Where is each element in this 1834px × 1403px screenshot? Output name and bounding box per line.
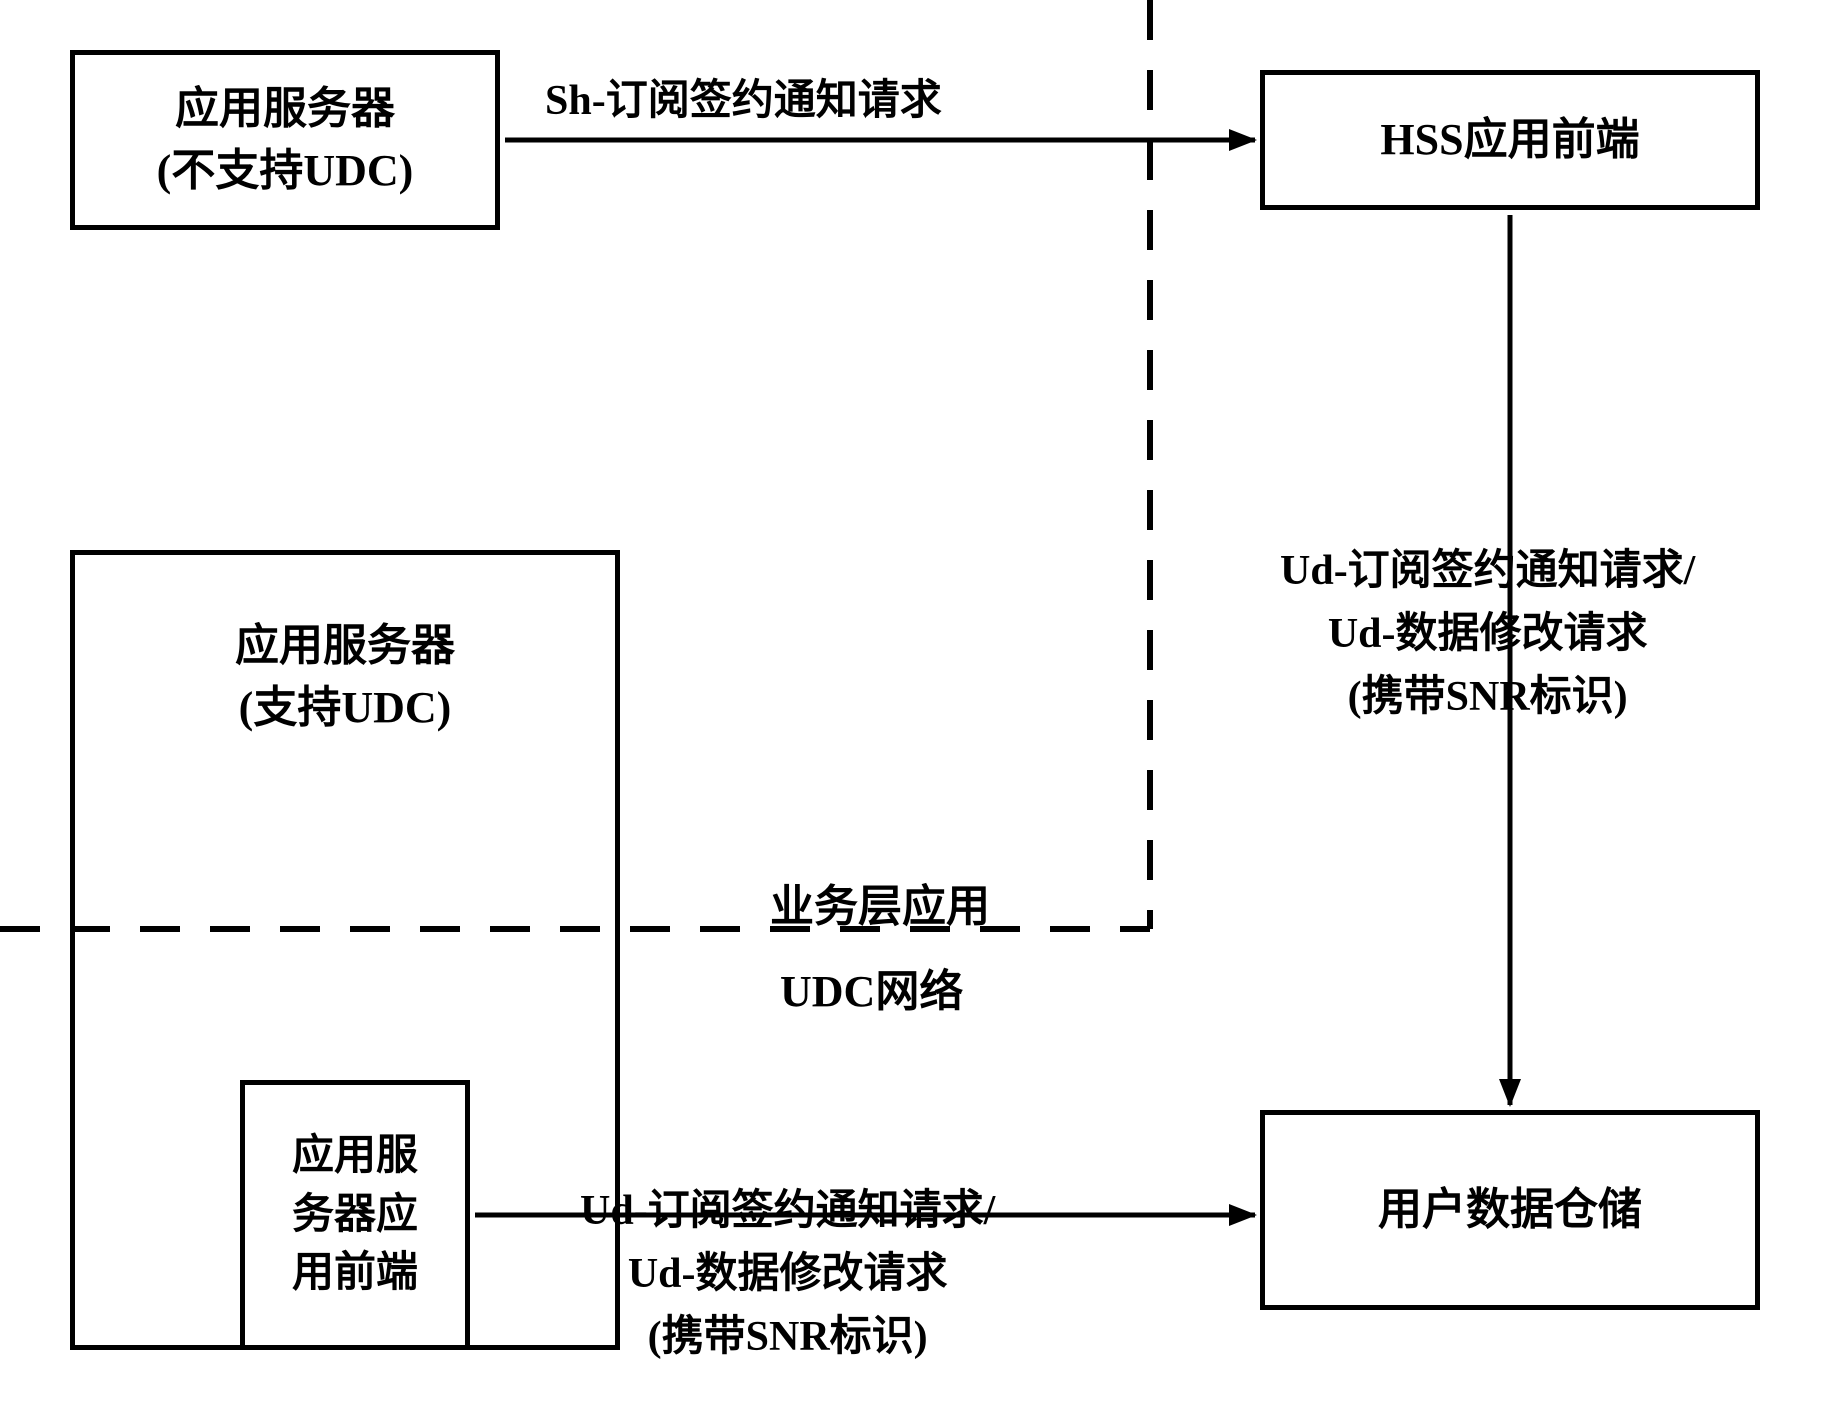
node-label: 用前端 <box>292 1244 418 1303</box>
node-app-server-no-udc: 应用服务器 (不支持UDC) <box>70 50 500 230</box>
edge-label-asfe-to-udr: Ud-订阅签约通知请求/ Ud-数据修改请求 (携带SNR标识) <box>580 1180 995 1369</box>
region-label-lower: UDC网络 <box>780 955 963 1019</box>
architecture-diagram: 应用服务器 (不支持UDC) HSS应用前端 应用服务器 (支持UDC) 应用服… <box>0 0 1834 1403</box>
node-label: HSS应用前端 <box>1380 109 1639 171</box>
node-label: (不支持UDC) <box>157 140 414 202</box>
node-hss-frontend: HSS应用前端 <box>1260 70 1760 210</box>
node-label: 应用服 <box>292 1127 418 1186</box>
node-label: (支持UDC) <box>235 677 455 739</box>
edge-label-sh-snr: Sh-订阅签约通知请求 <box>545 70 942 133</box>
edge-label-hss-to-udr: Ud-订阅签约通知请求/ Ud-数据修改请求 (携带SNR标识) <box>1280 540 1695 729</box>
node-label: 务器应 <box>292 1186 418 1245</box>
node-label: 用户数据仓储 <box>1378 1179 1642 1241</box>
node-label: 应用服务器 <box>235 615 455 677</box>
region-label-upper: 业务层应用 <box>770 870 990 934</box>
node-app-server-frontend: 应用服 务器应 用前端 <box>240 1080 470 1350</box>
node-user-data-repo: 用户数据仓储 <box>1260 1110 1760 1310</box>
node-label: 应用服务器 <box>157 78 414 140</box>
